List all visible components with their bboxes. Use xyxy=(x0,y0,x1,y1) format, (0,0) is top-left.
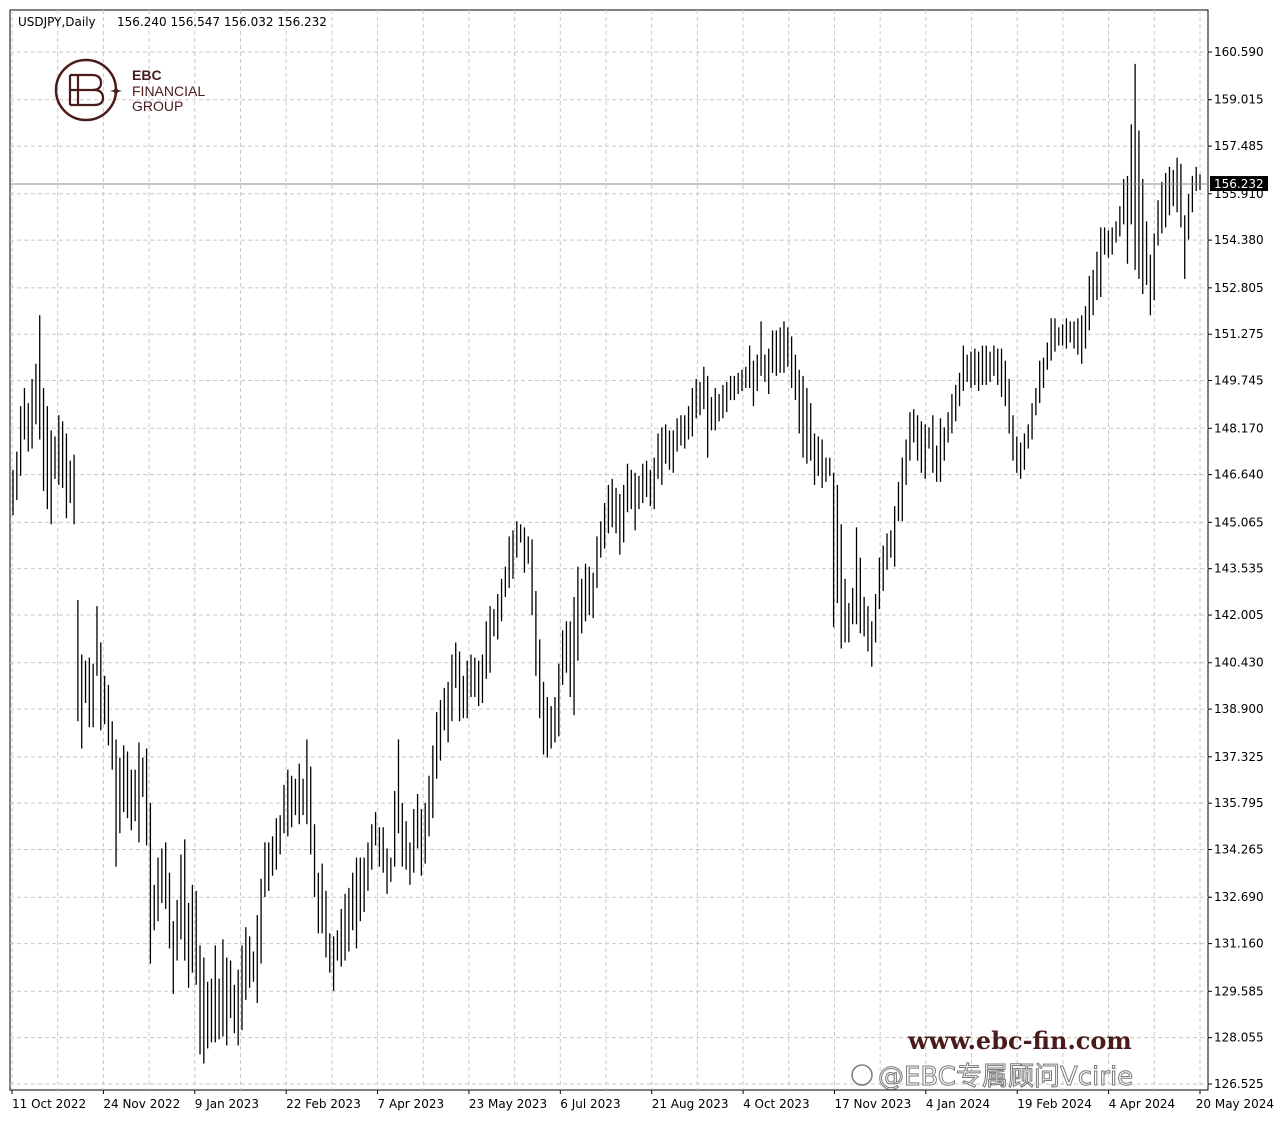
x-tick-label: 23 May 2023 xyxy=(469,1097,547,1111)
y-tick-label: 143.535 xyxy=(1214,562,1264,576)
ebc-logo-monogram-icon xyxy=(68,73,105,107)
x-tick-label: 7 Apr 2023 xyxy=(378,1097,445,1111)
y-axis: 160.590159.015157.485155.910154.380152.8… xyxy=(1208,45,1264,1091)
symbol-label: USDJPY,Daily xyxy=(18,15,96,29)
logo-line2: FINANCIAL xyxy=(132,83,205,99)
y-tick-label: 157.485 xyxy=(1214,139,1264,153)
x-tick-label: 4 Apr 2024 xyxy=(1109,1097,1176,1111)
y-tick-label: 140.430 xyxy=(1214,656,1264,670)
x-tick-label: 4 Jan 2024 xyxy=(926,1097,990,1111)
y-tick-label: 138.900 xyxy=(1214,702,1264,716)
x-tick-label: 22 Feb 2023 xyxy=(286,1097,361,1111)
y-tick-label: 134.265 xyxy=(1214,843,1264,857)
ohlc-readout: 156.240 156.547 156.032 156.232 xyxy=(117,15,327,29)
logo-line3: GROUP xyxy=(132,98,183,114)
ebc-logo-star-icon xyxy=(110,86,122,96)
y-tick-label: 151.275 xyxy=(1214,327,1264,341)
watermark-handle: @EBC专属顾问Vcirie xyxy=(878,1062,1133,1092)
y-tick-label: 126.525 xyxy=(1214,1077,1264,1091)
y-tick-label: 142.005 xyxy=(1214,608,1264,622)
x-tick-label: 9 Jan 2023 xyxy=(195,1097,259,1111)
y-tick-label: 129.585 xyxy=(1214,984,1264,998)
weibo-logo-icon xyxy=(851,1064,873,1086)
current-price-label: 156.232 xyxy=(1214,177,1264,191)
x-tick-label: 11 Oct 2022 xyxy=(12,1097,86,1111)
y-tick-label: 160.590 xyxy=(1214,45,1264,59)
x-axis: 11 Oct 2022 24 Nov 2022 9 Jan 2023 22 Feb 2… xyxy=(11,1090,1274,1111)
y-tick-label: 145.065 xyxy=(1214,515,1264,529)
ohlc-bars xyxy=(12,63,1201,1064)
ebc-logo: EBC FINANCIAL GROUP xyxy=(54,58,205,122)
y-tick-label: 132.690 xyxy=(1214,890,1264,904)
x-tick-label: 4 Oct 2023 xyxy=(743,1097,810,1111)
y-tick-label: 137.325 xyxy=(1214,750,1264,764)
plot-frame xyxy=(9,9,1209,1091)
y-tick-label: 131.160 xyxy=(1214,937,1264,951)
y-tick-label: 128.055 xyxy=(1214,1031,1264,1045)
x-tick-label: 20 May 2024 xyxy=(1196,1097,1274,1111)
y-tick-label: 146.640 xyxy=(1214,468,1264,482)
logo-line1: EBC xyxy=(132,67,162,83)
y-tick-label: 148.170 xyxy=(1214,421,1264,435)
y-tick-label: 159.015 xyxy=(1214,93,1264,107)
x-tick-label: 19 Feb 2024 xyxy=(1017,1097,1092,1111)
watermark-url: www.ebc-fin.com xyxy=(907,1026,1132,1055)
grid-lines xyxy=(10,10,1208,1090)
x-tick-label: 17 Nov 2023 xyxy=(834,1097,911,1111)
current-price-tag xyxy=(1210,176,1268,192)
y-tick-label: 149.745 xyxy=(1214,374,1264,388)
x-tick-label: 21 Aug 2023 xyxy=(652,1097,729,1111)
y-tick-label: 152.805 xyxy=(1214,281,1264,295)
x-tick-label: 6 Jul 2023 xyxy=(560,1097,620,1111)
x-tick-label: 24 Nov 2022 xyxy=(103,1097,180,1111)
y-tick-label: 135.795 xyxy=(1214,796,1264,810)
y-tick-label: 154.380 xyxy=(1214,233,1264,247)
